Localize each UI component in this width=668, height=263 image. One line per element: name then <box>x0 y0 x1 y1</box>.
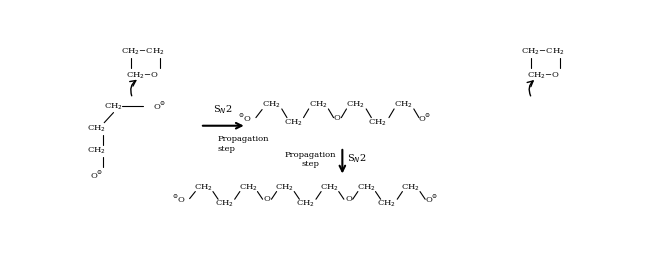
Text: CH$_2$: CH$_2$ <box>262 99 281 110</box>
Text: O$^{\ominus}$: O$^{\ominus}$ <box>90 169 103 181</box>
Text: O: O <box>345 195 352 203</box>
Text: CH$_2$: CH$_2$ <box>368 117 387 128</box>
Text: O$^{\ominus}$: O$^{\ominus}$ <box>418 112 432 124</box>
Text: CH$_2$: CH$_2$ <box>238 183 258 193</box>
Text: O: O <box>334 114 341 122</box>
Text: S$_N$2: S$_N$2 <box>347 152 367 165</box>
Text: CH$_2$: CH$_2$ <box>320 183 339 193</box>
Text: CH$_2$: CH$_2$ <box>215 198 234 209</box>
Text: CH$_2$: CH$_2$ <box>296 198 315 209</box>
Text: CH$_2$: CH$_2$ <box>275 183 295 193</box>
Text: CH$_2$$-$O: CH$_2$$-$O <box>126 71 160 81</box>
Text: O$^{\ominus}$: O$^{\ominus}$ <box>154 100 167 113</box>
Text: O: O <box>264 195 271 203</box>
Text: CH$_2$: CH$_2$ <box>357 183 375 193</box>
Text: CH$_2$$-$CH$_2$: CH$_2$$-$CH$_2$ <box>521 47 565 57</box>
Text: Propagation
step: Propagation step <box>285 151 336 168</box>
Text: S$_N$2: S$_N$2 <box>212 103 232 116</box>
Text: CH$_2$: CH$_2$ <box>394 99 413 110</box>
Text: CH$_2$: CH$_2$ <box>104 101 123 112</box>
Text: CH$_2$: CH$_2$ <box>194 183 213 193</box>
Text: CH$_2$: CH$_2$ <box>284 117 303 128</box>
Text: CH$_2$: CH$_2$ <box>87 124 106 134</box>
Text: $^{\ominus}$O: $^{\ominus}$O <box>172 193 186 205</box>
Text: CH$_2$$-$CH$_2$: CH$_2$$-$CH$_2$ <box>121 47 165 57</box>
Text: O$^{\ominus}$: O$^{\ominus}$ <box>425 193 438 205</box>
Text: CH$_2$$-$O: CH$_2$$-$O <box>526 71 560 81</box>
Text: CH$_2$: CH$_2$ <box>377 198 396 209</box>
Text: CH$_2$: CH$_2$ <box>346 99 365 110</box>
Text: $^{\ominus}$O: $^{\ominus}$O <box>238 112 252 124</box>
Text: CH$_2$: CH$_2$ <box>87 146 106 156</box>
Text: CH$_2$: CH$_2$ <box>401 183 420 193</box>
Text: Propagation
step: Propagation step <box>217 135 269 153</box>
Text: CH$_2$: CH$_2$ <box>309 99 327 110</box>
